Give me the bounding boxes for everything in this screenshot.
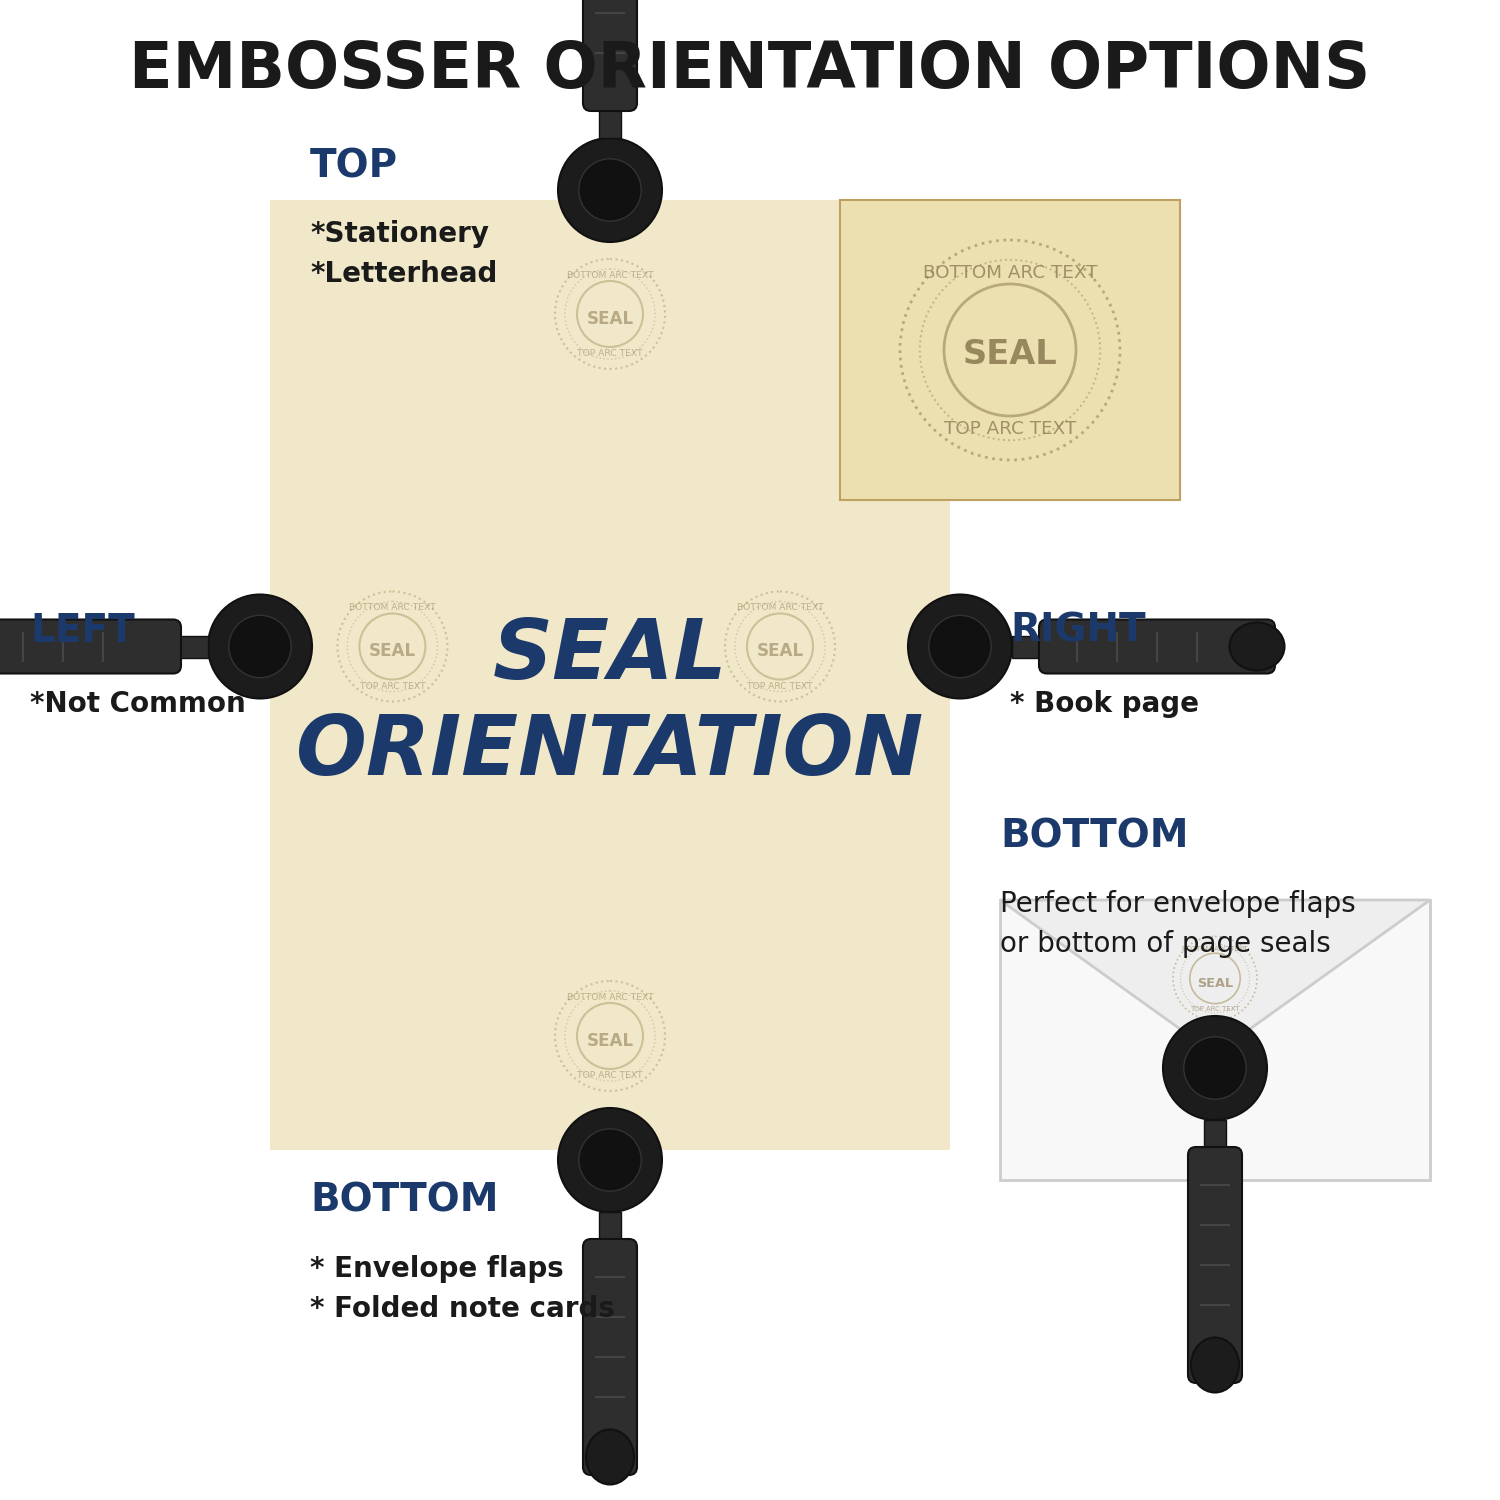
Text: SEAL: SEAL xyxy=(492,615,728,696)
Text: RIGHT: RIGHT xyxy=(1010,612,1146,650)
FancyBboxPatch shape xyxy=(1000,900,1430,1180)
Text: BOTTOM: BOTTOM xyxy=(310,1182,498,1219)
Text: * Envelope flaps: * Envelope flaps xyxy=(310,1256,564,1282)
Text: BOTTOM ARC TEXT: BOTTOM ARC TEXT xyxy=(922,264,1096,282)
FancyBboxPatch shape xyxy=(1204,1120,1225,1155)
Text: * Book page: * Book page xyxy=(1010,690,1198,718)
Text: SEAL: SEAL xyxy=(586,1032,633,1050)
Ellipse shape xyxy=(1230,622,1284,670)
Text: BOTTOM ARC TEXT: BOTTOM ARC TEXT xyxy=(736,603,824,612)
Text: *Letterhead: *Letterhead xyxy=(310,260,498,288)
Text: LEFT: LEFT xyxy=(30,612,135,650)
FancyBboxPatch shape xyxy=(0,620,182,674)
Text: TOP ARC TEXT: TOP ARC TEXT xyxy=(1190,1005,1240,1011)
FancyBboxPatch shape xyxy=(1188,1148,1242,1383)
Text: TOP ARC TEXT: TOP ARC TEXT xyxy=(360,681,424,690)
Circle shape xyxy=(1184,1036,1246,1100)
FancyBboxPatch shape xyxy=(840,200,1180,500)
Text: TOP ARC TEXT: TOP ARC TEXT xyxy=(578,1071,644,1080)
Circle shape xyxy=(558,1108,662,1212)
Text: *Stationery: *Stationery xyxy=(310,220,489,248)
Text: SEAL: SEAL xyxy=(1197,976,1233,990)
Circle shape xyxy=(579,159,640,220)
Circle shape xyxy=(579,1130,640,1191)
Text: ORIENTATION: ORIENTATION xyxy=(296,711,924,792)
Text: EMBOSSER ORIENTATION OPTIONS: EMBOSSER ORIENTATION OPTIONS xyxy=(129,39,1371,101)
Ellipse shape xyxy=(586,1430,634,1485)
Circle shape xyxy=(209,594,312,699)
Text: Perfect for envelope flaps: Perfect for envelope flaps xyxy=(1000,890,1356,918)
Text: SEAL: SEAL xyxy=(369,642,416,660)
Text: BOTTOM ARC TEXT: BOTTOM ARC TEXT xyxy=(350,603,436,612)
FancyBboxPatch shape xyxy=(270,200,950,1150)
Text: or bottom of page seals: or bottom of page seals xyxy=(1000,930,1330,958)
Text: SEAL: SEAL xyxy=(963,339,1058,372)
FancyBboxPatch shape xyxy=(172,636,208,657)
Text: TOP ARC TEXT: TOP ARC TEXT xyxy=(944,420,1076,438)
Circle shape xyxy=(928,615,992,678)
FancyBboxPatch shape xyxy=(1040,620,1275,674)
Circle shape xyxy=(1162,1016,1268,1120)
FancyBboxPatch shape xyxy=(598,104,621,138)
Circle shape xyxy=(558,138,662,242)
Text: BOTTOM ARC TEXT: BOTTOM ARC TEXT xyxy=(567,993,654,1002)
Text: SEAL: SEAL xyxy=(586,310,633,328)
FancyBboxPatch shape xyxy=(1013,636,1047,657)
Text: *Not Common: *Not Common xyxy=(30,690,246,718)
Text: SEAL: SEAL xyxy=(756,642,804,660)
Text: TOP ARC TEXT: TOP ARC TEXT xyxy=(578,350,644,358)
FancyBboxPatch shape xyxy=(584,0,638,111)
FancyBboxPatch shape xyxy=(584,1239,638,1474)
Text: BOTTOM: BOTTOM xyxy=(1000,818,1188,855)
Circle shape xyxy=(230,615,291,678)
Text: TOP ARC TEXT: TOP ARC TEXT xyxy=(747,681,813,690)
Text: BOTTOM ARC TEXT: BOTTOM ARC TEXT xyxy=(567,272,654,280)
FancyBboxPatch shape xyxy=(598,1212,621,1246)
Text: * Folded note cards: * Folded note cards xyxy=(310,1294,615,1323)
Ellipse shape xyxy=(1191,1338,1239,1392)
Text: TOP: TOP xyxy=(310,147,398,184)
Polygon shape xyxy=(1000,900,1430,1054)
Circle shape xyxy=(908,594,1013,699)
Text: BOTTOM ARC TEXT: BOTTOM ARC TEXT xyxy=(1182,946,1248,952)
